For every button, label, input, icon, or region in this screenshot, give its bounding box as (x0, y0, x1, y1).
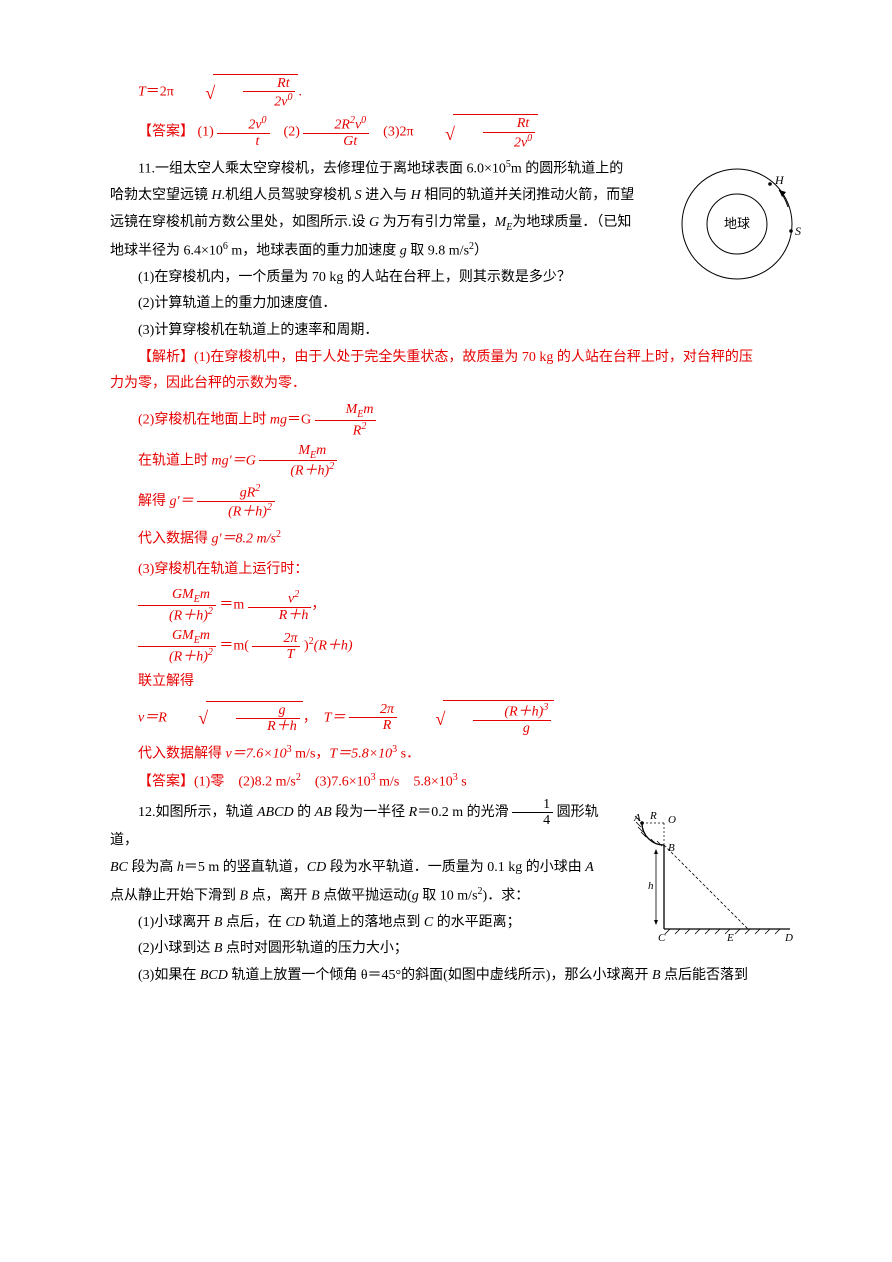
q11-sol3-eq2: GMEm(R＋h)2 ＝m( 2πT )2(R＋h) (110, 628, 802, 665)
text: ＝2π (146, 84, 174, 99)
svg-text:C: C (658, 932, 666, 944)
q11-sol1b: 力为零，因此台秤的示数为零． (110, 371, 802, 398)
sym-T: T (138, 84, 146, 99)
svg-text:R: R (649, 810, 657, 822)
svg-text:E: E (726, 932, 734, 944)
q11-sol2-eq2: 在轨道上时 mg′＝G MEm(R＋h)2 (110, 443, 802, 480)
eq-T: T＝2π Rt2v0 . (110, 74, 802, 110)
answer-top: 【答案】 (1) 2v0t (2) 2R2v0Gt (3)2π Rt2v0 (110, 114, 802, 150)
q11-sub-values: 代入数据解得 v＝7.6×103 m/s，T＝5.8×103 s． (110, 740, 802, 768)
q11-answer: 【答案】(1)零 (2)8.2 m/s2 (3)7.6×103 m/s 5.8×… (110, 768, 802, 796)
q12-p3: (3)如果在 BCD 轨道上放置一个倾角 θ＝45°的斜面(如图中虚线所示)，那… (110, 963, 802, 990)
svg-text:地球: 地球 (724, 216, 750, 231)
q11-sol3-lead: (3)穿梭机在轨道上运行时： (110, 557, 802, 584)
q11-joint: 联立解得 (110, 669, 802, 696)
q11-sol3-result: v＝R gR＋h ， T＝ 2πR (R＋h)3g (110, 700, 802, 736)
q11-sol2-eq3: 解得 g′＝ gR2(R＋h)2 (110, 483, 802, 520)
q11-sol3-eq1: GMEm(R＋h)2 ＝m v2R＋h， (110, 587, 802, 624)
answer-label: 【答案】 (138, 125, 194, 140)
q11-p3: (3)计算穿梭机在轨道上的速率和周期． (110, 318, 802, 345)
svg-text:D: D (784, 932, 793, 944)
svg-text:A: A (633, 812, 641, 824)
figure-q11: 地球 H S (672, 159, 802, 289)
sqrt: Rt2v0 (177, 74, 298, 110)
figure-q12: A R O B h C E D (622, 801, 802, 951)
svg-text:h: h (648, 880, 654, 892)
q11-sol2-val: 代入数据得 g′＝8.2 m/s2 (110, 525, 802, 553)
svg-text:H: H (774, 173, 785, 187)
q11-sol2-eq1: (2)穿梭机在地面上时 mg＝G MEmR2 (110, 402, 802, 439)
q11-p2: (2)计算轨道上的重力加速度值． (110, 291, 802, 318)
svg-text:O: O (668, 814, 676, 826)
svg-text:S: S (795, 224, 801, 238)
q11-sol1: 【解析】(1)在穿梭机中，由于人处于完全失重状态，故质量为 70 kg 的人站在… (110, 345, 802, 372)
